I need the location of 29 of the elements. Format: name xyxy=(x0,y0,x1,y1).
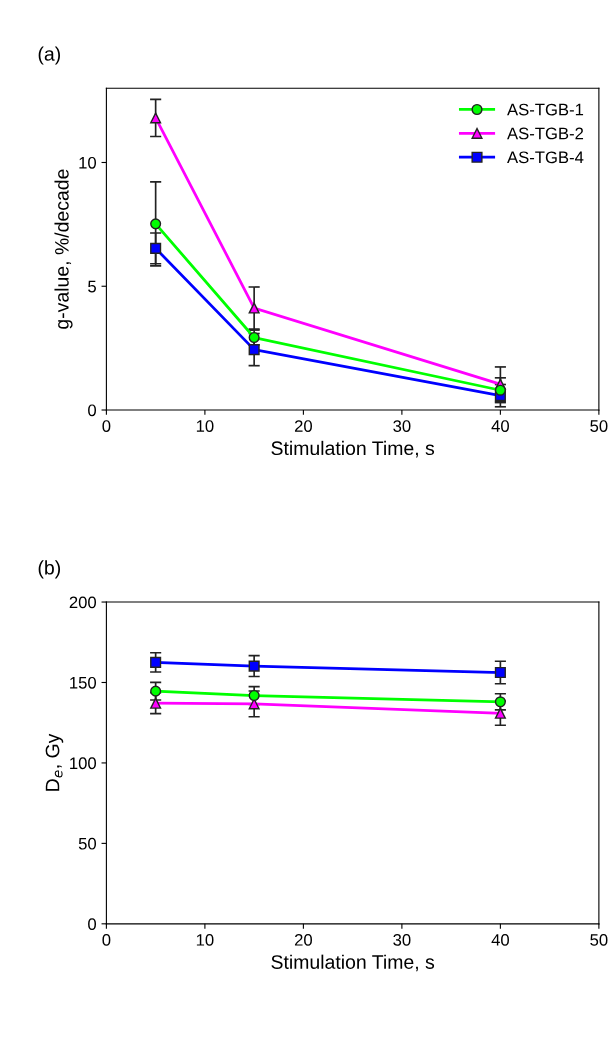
chart-title: (b) xyxy=(38,560,61,579)
x-axis-title: Stimulation Time, s xyxy=(271,954,435,972)
y-tick-label: 200 xyxy=(69,596,97,609)
y-tick-label: 0 xyxy=(88,404,97,417)
x-tick-label: 0 xyxy=(102,420,111,432)
x-tick-label: 10 xyxy=(196,420,214,432)
legend-label: AS-TGB-1 xyxy=(507,103,584,116)
x-tick-label: 30 xyxy=(393,420,411,432)
y-tick-label: 0 xyxy=(88,918,97,931)
x-tick-label: 0 xyxy=(102,933,111,946)
y-axis-title: g-value, %/decade xyxy=(54,169,73,329)
y-tick-label: 100 xyxy=(70,757,97,770)
legend-label: AS-TGB-4 xyxy=(507,151,584,164)
x-tick-label: 40 xyxy=(491,933,509,946)
y-tick-label: 50 xyxy=(78,837,97,850)
y-axis-title: D$_{e}$, Gy xyxy=(45,733,64,791)
y-tick-label: 150 xyxy=(70,676,97,689)
x-tick-label: 10 xyxy=(196,933,214,946)
y-tick-label: 10 xyxy=(79,156,97,169)
chart-title: (a) xyxy=(38,46,61,65)
y-tick-label: 5 xyxy=(88,280,96,293)
x-tick-label: 50 xyxy=(590,420,608,432)
x-tick-label: 40 xyxy=(491,420,509,432)
x-tick-label: 20 xyxy=(294,420,313,432)
x-axis-title: Stimulation Time, s xyxy=(271,440,435,458)
x-tick-label: 30 xyxy=(393,933,411,946)
x-tick-label: 20 xyxy=(294,933,313,946)
x-tick-label: 50 xyxy=(590,933,608,946)
legend-label: AS-TGB-2 xyxy=(507,127,584,140)
